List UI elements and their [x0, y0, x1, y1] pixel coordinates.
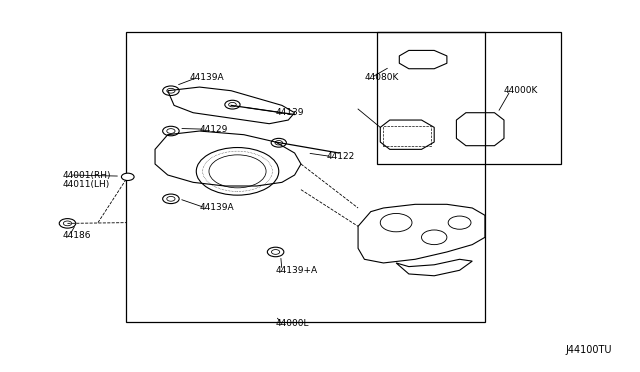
Text: 44139: 44139	[276, 108, 304, 117]
Text: 44186: 44186	[63, 231, 92, 240]
Text: 44139A: 44139A	[190, 73, 225, 83]
Text: 44001(RH): 44001(RH)	[63, 170, 111, 180]
Text: J44100TU: J44100TU	[565, 344, 612, 355]
Text: 44129: 44129	[200, 125, 228, 134]
Text: 44080K: 44080K	[364, 73, 399, 83]
Text: 44122: 44122	[326, 152, 355, 161]
Circle shape	[122, 173, 134, 180]
Text: 44000L: 44000L	[276, 319, 309, 328]
Text: 44011(LH): 44011(LH)	[63, 180, 110, 189]
Text: 44139+A: 44139+A	[276, 266, 317, 275]
Bar	[383, 125, 431, 146]
Text: 44000K: 44000K	[504, 86, 538, 95]
Text: 44139A: 44139A	[200, 203, 234, 212]
